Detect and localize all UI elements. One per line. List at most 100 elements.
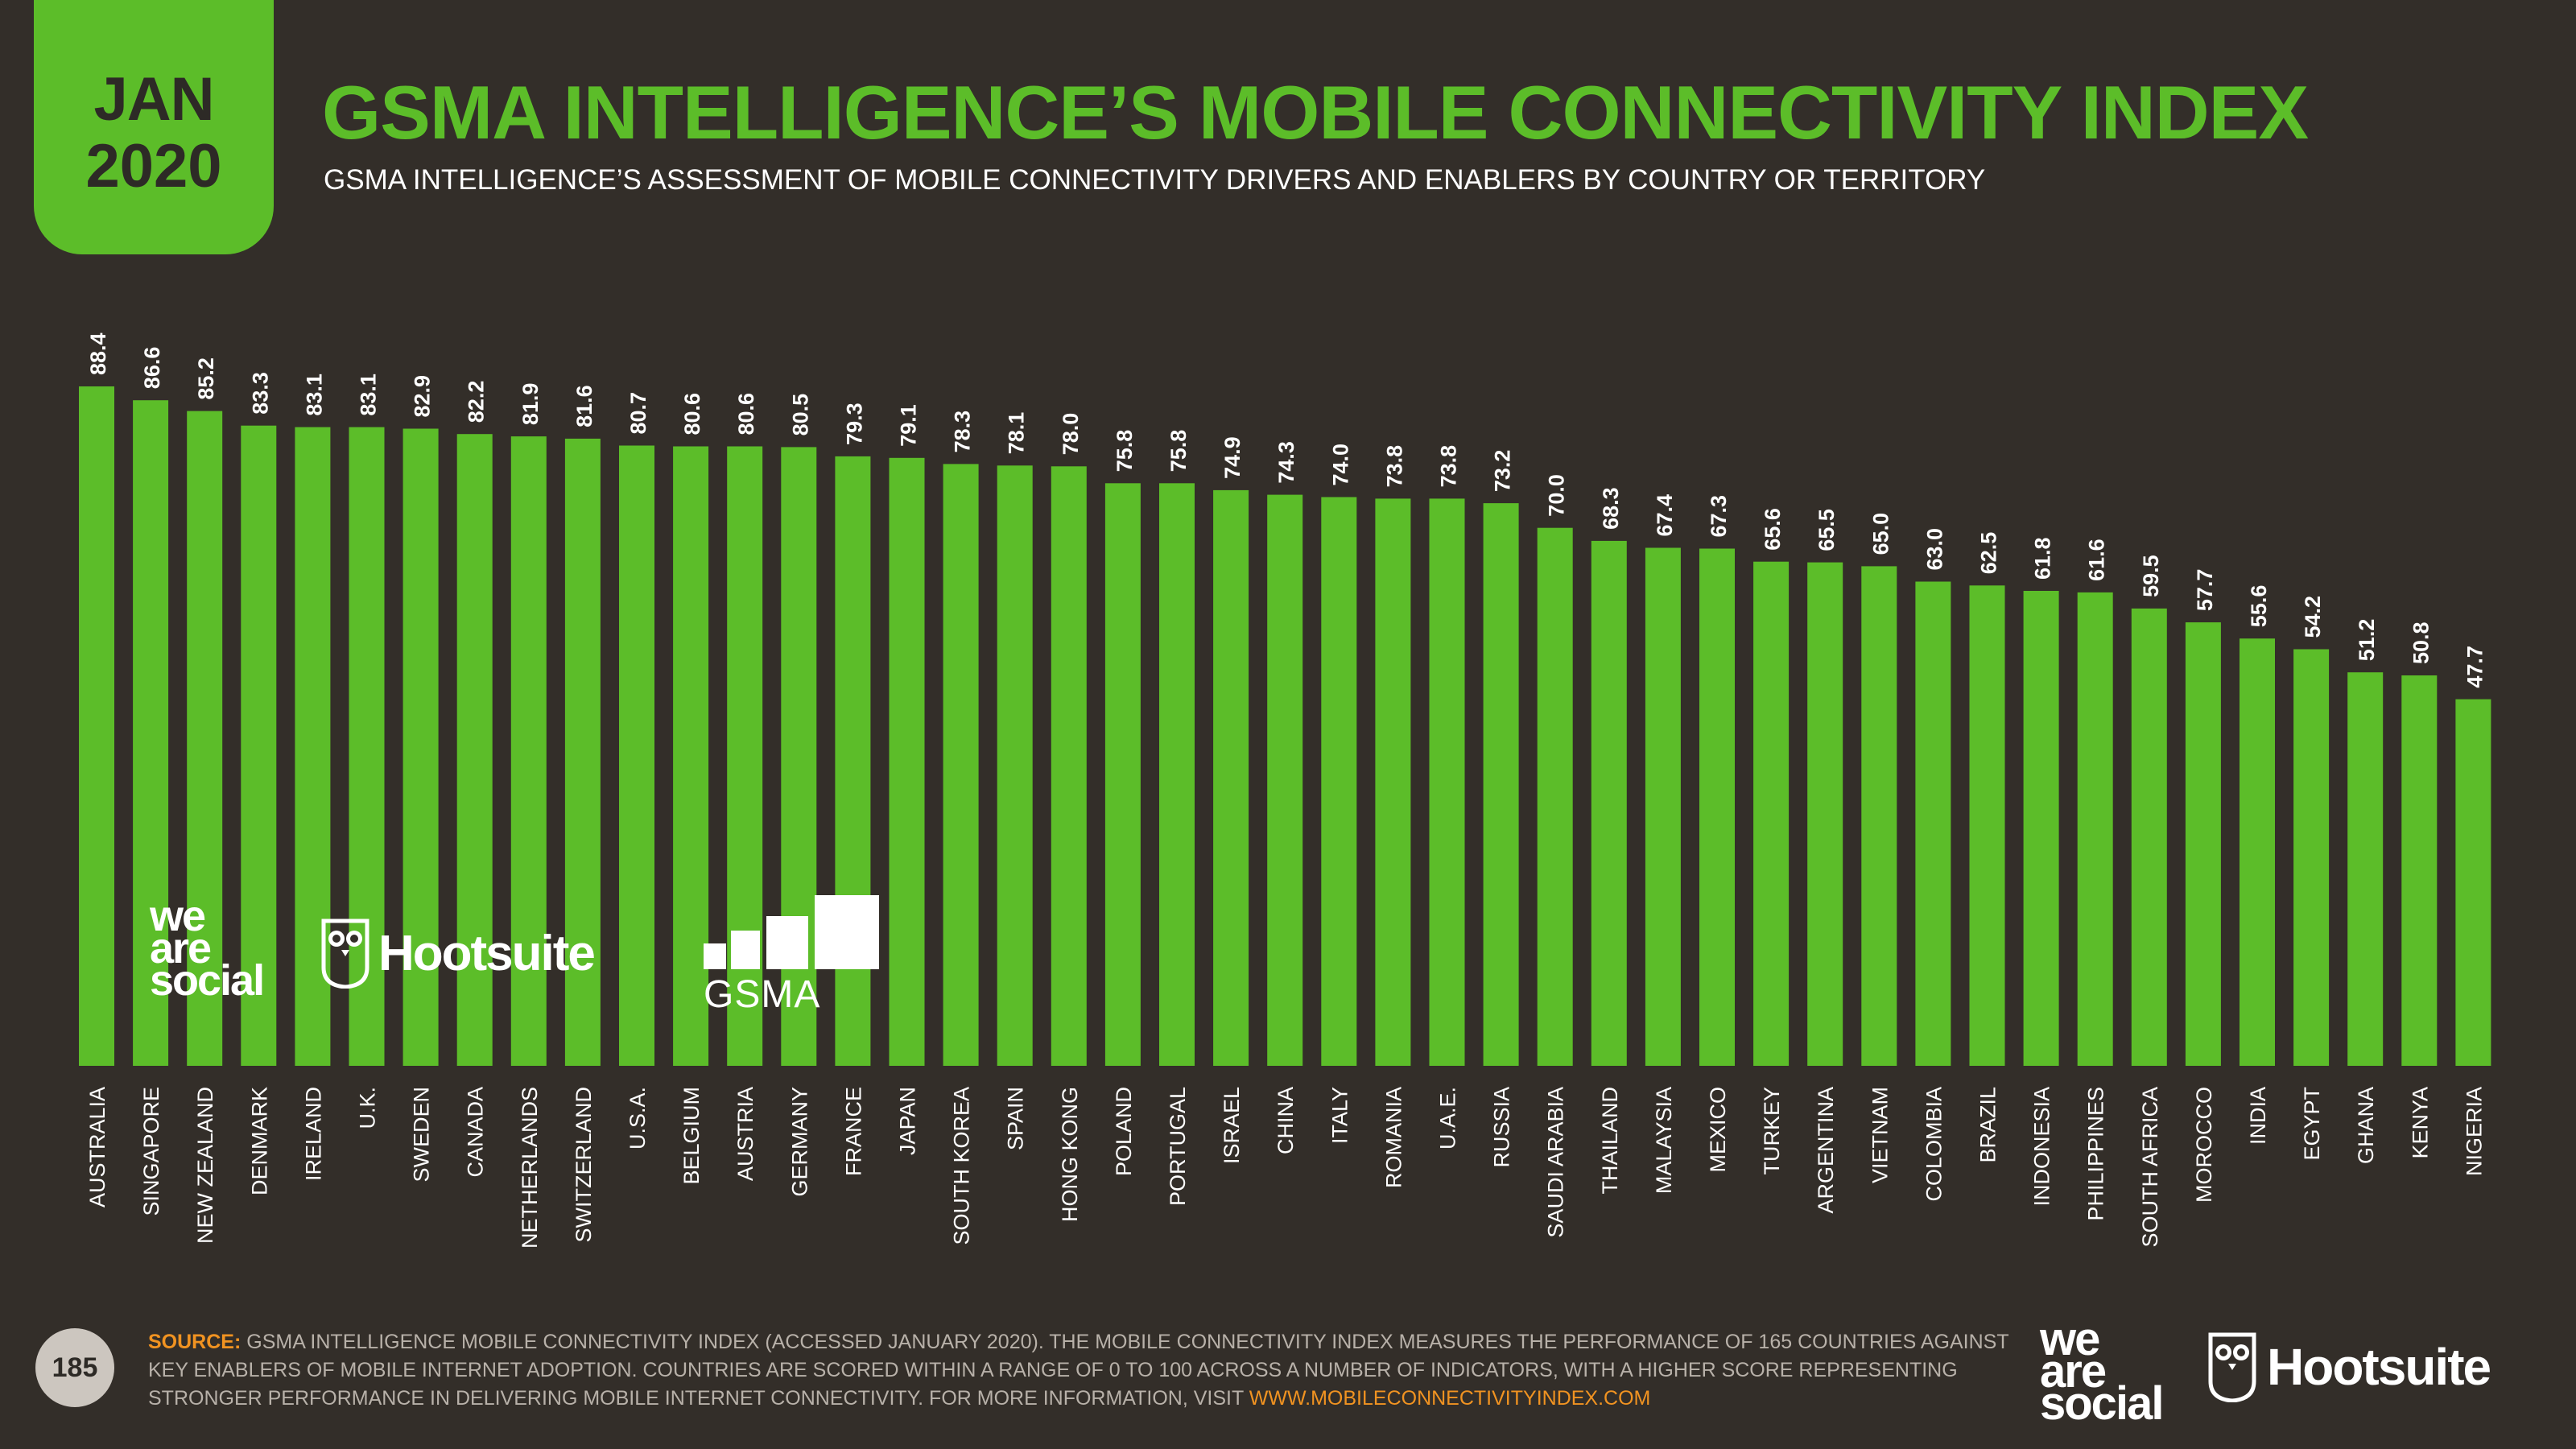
data-label: 59.5: [2139, 555, 2163, 597]
date-badge: JAN 2020: [34, 0, 274, 254]
data-label: 80.5: [788, 394, 812, 436]
we-are-social-logo: we are social: [150, 892, 265, 1005]
bar: [1051, 466, 1087, 1066]
data-label: 82.9: [411, 375, 435, 418]
hootsuite-wordmark-footer: Hootsuite: [2267, 1338, 2491, 1396]
category-label: ITALY: [1327, 1087, 1352, 1144]
bar: [510, 436, 547, 1066]
data-label: 70.0: [1545, 474, 1569, 517]
data-label: 65.6: [1761, 508, 1785, 551]
data-label: 67.4: [1653, 494, 1677, 537]
data-label: 74.3: [1274, 441, 1298, 484]
gsma-wordmark: GSMA: [704, 973, 821, 1016]
we-are-social-logo-footer: we are social: [2040, 1313, 2164, 1430]
data-label: 80.7: [626, 392, 650, 435]
category-label: SPAIN: [1004, 1087, 1028, 1150]
data-label: 73.8: [1437, 445, 1461, 488]
data-label: 61.6: [2085, 539, 2109, 581]
category-label: RUSSIA: [1490, 1087, 1514, 1168]
bar: [1699, 548, 1735, 1066]
bar: [1429, 498, 1465, 1066]
category-label: INDIA: [2246, 1087, 2270, 1145]
data-label: 65.5: [1814, 509, 1839, 551]
data-label: 62.5: [1977, 532, 2001, 575]
data-label: 86.6: [140, 347, 164, 390]
data-label: 73.8: [1382, 445, 1406, 488]
category-label: VIETNAM: [1868, 1087, 1892, 1183]
source-line-3: STRONGER PERFORMANCE IN DELIVERING MOBIL…: [148, 1387, 1249, 1410]
category-label: MALAYSIA: [1652, 1087, 1676, 1194]
category-label: BELGIUM: [679, 1087, 704, 1185]
category-label: ROMANIA: [1381, 1087, 1406, 1188]
bar: [1753, 561, 1790, 1066]
data-label: 88.4: [86, 332, 110, 375]
badge-year: 2020: [85, 132, 222, 200]
page-number: 185: [35, 1328, 114, 1407]
category-label: U.A.E.: [1436, 1087, 1460, 1150]
data-label: 75.8: [1166, 430, 1191, 473]
data-label: 81.9: [518, 383, 543, 426]
category-label: HONG KONG: [1058, 1087, 1082, 1222]
category-label: SWEDEN: [410, 1087, 434, 1183]
bar: [673, 446, 709, 1066]
bar: [2455, 699, 2491, 1066]
data-label: 51.2: [2355, 619, 2379, 662]
data-label: 55.6: [2247, 585, 2271, 628]
bar: [79, 386, 114, 1066]
category-label: ARGENTINA: [1814, 1087, 1838, 1214]
data-label: 68.3: [1599, 487, 1623, 530]
category-label: SAUDI ARABIA: [1544, 1087, 1568, 1238]
data-label: 79.1: [897, 404, 921, 447]
category-label: DENMARK: [247, 1087, 271, 1195]
bar: [1537, 527, 1573, 1066]
logo-word: we: [150, 892, 206, 940]
category-label: PORTUGAL: [1166, 1087, 1190, 1206]
data-label: 78.0: [1059, 413, 1083, 456]
logo-word: are: [2040, 1345, 2107, 1397]
source-label: SOURCE:: [148, 1331, 242, 1353]
data-label: 85.2: [194, 357, 218, 400]
category-label: NEW ZEALAND: [193, 1087, 217, 1244]
bar: [889, 457, 925, 1066]
bar: [1375, 498, 1411, 1066]
bar: [2347, 672, 2384, 1066]
data-label: 73.2: [1491, 450, 1515, 493]
category-label: CHINA: [1274, 1087, 1298, 1154]
data-label: 75.8: [1113, 430, 1137, 473]
logo-word: social: [150, 956, 265, 1005]
data-label: 57.7: [2193, 569, 2217, 612]
bar-chart: 88.4 AUSTRALIA 86.6 SINGAPORE 85.2 NEW ZEALAN…: [79, 332, 2491, 1249]
bar: [2131, 608, 2167, 1066]
category-label: AUSTRIA: [733, 1087, 758, 1181]
bar: [2077, 592, 2113, 1066]
category-label: MEXICO: [1706, 1087, 1730, 1173]
category-label: SOUTH KOREA: [950, 1087, 974, 1245]
owl-icon: [2208, 1332, 2256, 1402]
category-label: THAILAND: [1598, 1087, 1622, 1195]
bar: [2023, 591, 2059, 1066]
bar: [564, 438, 601, 1066]
bar: [1267, 494, 1303, 1066]
hootsuite-logo: Hootsuite: [320, 913, 596, 993]
category-label: NETHERLANDS: [518, 1087, 542, 1249]
bar: [1213, 489, 1249, 1066]
logo-word: social: [2040, 1377, 2164, 1430]
bar: [1159, 483, 1195, 1066]
category-label: CANADA: [464, 1087, 488, 1178]
data-label: 74.0: [1328, 444, 1352, 486]
data-label: 54.2: [2301, 596, 2325, 638]
category-label: EGYPT: [2300, 1087, 2324, 1161]
bar: [2185, 622, 2221, 1066]
category-label: JAPAN: [896, 1087, 920, 1155]
bar: [2240, 638, 2275, 1066]
data-label: 80.6: [680, 393, 704, 436]
data-label: 83.3: [248, 372, 272, 415]
logo-word: we: [2040, 1313, 2100, 1365]
data-label: 61.8: [2031, 537, 2055, 580]
hootsuite-wordmark: Hootsuite: [378, 925, 596, 981]
bar: [187, 411, 223, 1067]
data-label: 80.6: [734, 393, 758, 436]
bar: [133, 400, 169, 1066]
source-link[interactable]: WWW.MOBILECONNECTIVITYINDEX.COM: [1249, 1387, 1651, 1410]
category-label: SINGAPORE: [139, 1087, 163, 1216]
